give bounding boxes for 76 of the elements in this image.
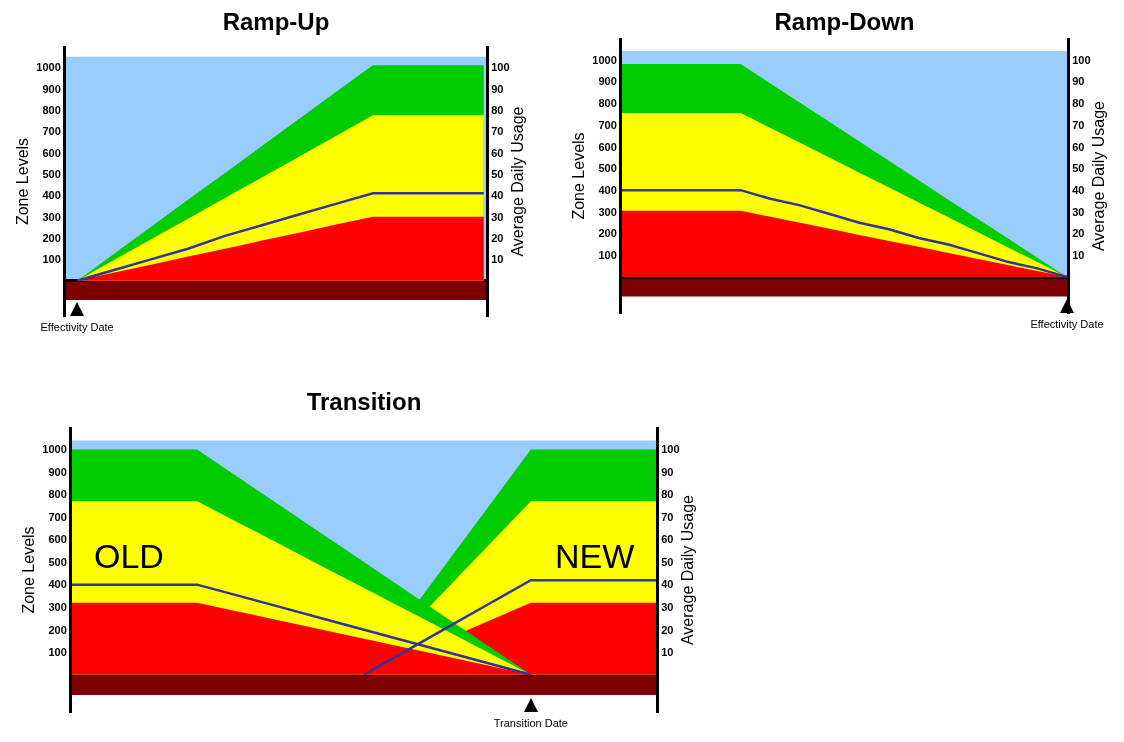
x-tick-label: Effectivity Date: [40, 321, 114, 333]
y2-tick-label: 30: [661, 601, 674, 614]
y2-tick-label: 10: [661, 646, 674, 659]
y-tick-label: 800: [42, 103, 61, 116]
y2-tick-label: 50: [1072, 162, 1085, 175]
y-tick-label: 300: [42, 210, 61, 223]
y2-tick-label: 40: [661, 578, 674, 591]
y2-tick-label: 90: [1072, 75, 1085, 88]
y-tick-label: 800: [48, 488, 67, 501]
y-tick-label: 400: [598, 183, 617, 196]
y-tick-label: 700: [598, 118, 617, 131]
line-series: [75, 191, 486, 282]
y-tick-label: 1000: [592, 53, 617, 66]
y-tick-label: 700: [48, 510, 67, 523]
y-axis-title: Zone Levels: [14, 137, 32, 226]
y-tick-label: 1000: [42, 443, 67, 456]
y-tick-label: 500: [42, 167, 61, 180]
y-tick-label: 600: [598, 140, 617, 153]
y-tick-label: 300: [598, 205, 617, 218]
y-tick-label: 100: [598, 249, 617, 262]
y-tick-label: 600: [42, 146, 61, 159]
annotation: OLD: [94, 537, 164, 575]
y2-axis-title: Average Daily Usage: [679, 494, 697, 646]
y2-tick-label: 40: [1072, 183, 1085, 196]
y2-tick-label: 70: [1072, 118, 1085, 131]
y-tick-label: 400: [42, 189, 61, 202]
x-tick-label: Transition Date: [493, 717, 568, 729]
y2-tick-label: 80: [1072, 97, 1085, 110]
y-tick-label: 800: [598, 97, 617, 110]
y-tick-label: 500: [598, 162, 617, 175]
chart-title: Ramp-Down: [774, 8, 915, 36]
y2-tick-label: 20: [1072, 227, 1085, 240]
y-tick-label: 100: [42, 253, 61, 266]
y-axis-title: Zone Levels: [20, 526, 38, 614]
y2-axis-title: Average Daily Usage: [1090, 100, 1108, 252]
y-tick-label: 500: [48, 555, 67, 568]
y2-tick-label: 10: [491, 253, 504, 266]
y2-tick-label: 20: [491, 231, 504, 244]
y2-tick-label: 70: [661, 510, 674, 523]
y2-tick-label: 60: [491, 146, 504, 159]
annotation: NEW: [555, 537, 635, 575]
y2-tick-label: 10: [1072, 249, 1085, 262]
line-series: [622, 188, 1067, 279]
y-tick-label: 400: [48, 578, 67, 591]
y2-tick-label: 100: [1072, 53, 1091, 66]
y-tick-label: 900: [598, 75, 617, 88]
y2-tick-label: 70: [491, 125, 504, 138]
y2-tick-label: 30: [1072, 205, 1085, 218]
y-tick-label: 1000: [36, 61, 61, 74]
y-tick-label: 100: [48, 646, 67, 659]
y2-tick-label: 80: [661, 488, 674, 501]
y-tick-label: 300: [48, 601, 67, 614]
chart-title: Transition: [306, 388, 422, 416]
y2-tick-label: 30: [491, 210, 504, 223]
y-axis-title: Zone Levels: [570, 132, 588, 220]
chart-title: Ramp-Up: [222, 8, 330, 36]
y-tick-label: 200: [598, 227, 617, 240]
y-tick-label: 200: [42, 231, 61, 244]
y2-tick-label: 60: [661, 533, 674, 546]
y2-tick-label: 100: [661, 443, 680, 456]
y-tick-label: 200: [48, 623, 67, 636]
y-tick-label: 900: [48, 465, 67, 478]
y2-axis-title: Average Daily Usage: [509, 106, 527, 257]
y2-tick-label: 50: [491, 167, 504, 180]
y2-tick-label: 50: [661, 555, 674, 568]
y-tick-label: 900: [42, 82, 61, 95]
y2-tick-label: 100: [491, 61, 510, 74]
y2-tick-label: 90: [661, 465, 674, 478]
y2-tick-label: 80: [491, 103, 504, 116]
y-tick-label: 600: [48, 533, 67, 546]
y2-tick-label: 40: [491, 189, 504, 202]
y2-tick-label: 20: [661, 623, 674, 636]
y-tick-label: 700: [42, 125, 61, 138]
x-tick-label: Effectivity Date: [1030, 318, 1104, 330]
y2-tick-label: 90: [491, 82, 504, 95]
y2-tick-label: 60: [1072, 140, 1085, 153]
